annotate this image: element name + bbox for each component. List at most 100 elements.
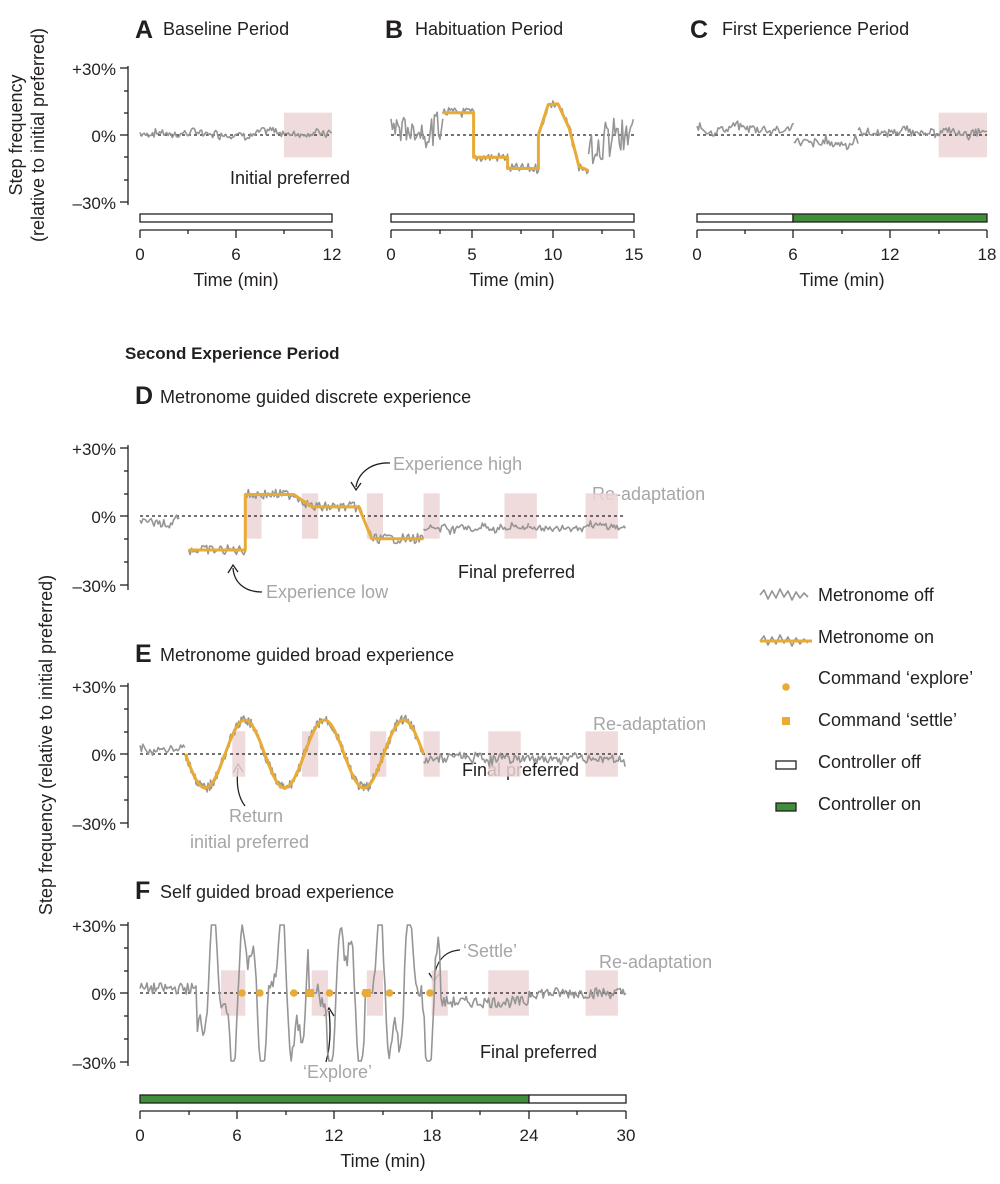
- x-tick-label: 0: [692, 245, 701, 264]
- legend: Metronome off Metronome on Command ‘expl…: [759, 585, 973, 814]
- step-frequency-trace: [390, 111, 444, 149]
- measurement-window: [423, 493, 440, 539]
- panel-c: C First Experience Period: [690, 16, 909, 44]
- panel-b: B Habituation Period: [385, 16, 563, 44]
- controller-on-bar: [139, 1094, 530, 1104]
- x-tick-label: 6: [232, 1126, 241, 1145]
- x-tick-label: 0: [135, 1126, 144, 1145]
- x-tick-label: 18: [978, 245, 997, 264]
- panel-e-title: Metronome guided broad experience: [160, 645, 454, 665]
- x-axis-b: 0 5 10 15 Time (min): [386, 229, 644, 290]
- panel-c-title: First Experience Period: [722, 19, 909, 39]
- annotation-experience-high: Experience high: [393, 454, 522, 474]
- measurement-window: [245, 493, 262, 539]
- legend-label: Metronome off: [818, 585, 935, 605]
- panel-letter-d: D: [135, 382, 153, 410]
- arrow-experience-low: [232, 567, 263, 593]
- measurement-window: [370, 731, 387, 777]
- annotation-initial-preferred: Initial preferred: [230, 168, 350, 188]
- circle-marker-icon: [782, 683, 790, 691]
- step-frequency-trace: [423, 751, 626, 768]
- y-axis-d: +30% 0% –30%: [72, 440, 129, 596]
- step-frequency-trace: [587, 117, 635, 165]
- legend-label: Command ‘settle’: [818, 710, 957, 730]
- x-axis-label: Time (min): [193, 270, 278, 290]
- annotation-experience-low: Experience low: [266, 582, 389, 602]
- x-tick-label: 6: [788, 245, 797, 264]
- square-marker-icon: [782, 717, 790, 725]
- y-tick-label: –30%: [73, 577, 116, 596]
- legend-label: Controller on: [818, 794, 921, 814]
- step-frequency-trace: [139, 924, 627, 1062]
- y-axis-e: +30% 0% –30%: [72, 678, 129, 834]
- step-frequency-trace: [857, 125, 988, 141]
- y-tick-label: 0%: [91, 985, 116, 1004]
- y-tick-label: –30%: [73, 815, 116, 834]
- noisy-trace-icon: [759, 588, 809, 601]
- metronome-guide-line: [188, 493, 424, 552]
- y-axis-f: +30% 0% –30%: [72, 917, 129, 1073]
- panel-f-title: Self guided broad experience: [160, 882, 394, 902]
- y-tick-label: 0%: [91, 746, 116, 765]
- annotation-re-adaptation: Re-adaptation: [593, 714, 706, 734]
- step-frequency-trace: [139, 514, 180, 529]
- x-tick-label: 5: [467, 245, 476, 264]
- annotation-re-adaptation: Re-adaptation: [592, 484, 705, 504]
- command-explore-marker: [238, 989, 246, 997]
- annotation-return: Return: [229, 806, 283, 826]
- panel-d-title: Metronome guided discrete experience: [160, 387, 471, 407]
- arrow-experience-high: [355, 462, 391, 488]
- panel-letter-a: A: [135, 16, 153, 44]
- step-frequency-trace: [528, 520, 627, 533]
- x-tick-label: 24: [520, 1126, 539, 1145]
- x-tick-label: 0: [386, 245, 395, 264]
- y-axis-label-bottom: Step frequency (relative to initial pref…: [36, 575, 56, 915]
- noisy-trace-guided-icon: [759, 634, 809, 647]
- command-explore-marker: [426, 989, 434, 997]
- annotation-final-preferred: Final preferred: [480, 1042, 597, 1062]
- step-frequency-trace: [139, 743, 186, 756]
- annotation-explore: ‘Explore’: [303, 1062, 372, 1082]
- step-frequency-trace: [139, 126, 333, 141]
- panel-b-title: Habituation Period: [415, 19, 563, 39]
- y-axis-label-top-2: (relative to initial preferred): [28, 28, 48, 242]
- panel-letter-c: C: [690, 16, 708, 44]
- y-axis-label-top: Step frequency: [6, 74, 26, 195]
- annotation-settle: ‘Settle’: [463, 941, 517, 961]
- step-frequency-trace: [793, 134, 859, 151]
- x-axis-f: 0 6 12 18 24 30 Time (min): [135, 1110, 635, 1171]
- y-tick-label: +30%: [72, 917, 116, 936]
- controller-on-bar: [792, 213, 988, 223]
- measurement-window: [423, 731, 440, 777]
- panel-a: A Baseline Period: [135, 16, 289, 44]
- x-tick-label: 0: [135, 245, 144, 264]
- green-bar-icon: [775, 802, 797, 812]
- metronome-guide-line: [183, 718, 425, 790]
- x-axis-label: Time (min): [799, 270, 884, 290]
- x-axis-c: 0 6 12 18 Time (min): [692, 229, 997, 290]
- y-tick-label: +30%: [72, 60, 116, 79]
- x-tick-label: 15: [625, 245, 644, 264]
- annotation-final-preferred: Final preferred: [458, 562, 575, 582]
- x-axis-a: 0 6 12 Time (min): [135, 229, 342, 290]
- x-tick-label: 6: [231, 245, 240, 264]
- controller-off-bar: [139, 213, 333, 223]
- legend-label: Command ‘explore’: [818, 668, 973, 688]
- x-tick-label: 12: [323, 245, 342, 264]
- legend-label: Metronome on: [818, 627, 934, 647]
- panel-letter-b: B: [385, 16, 403, 44]
- step-frequency-trace: [184, 714, 424, 793]
- metronome-guide-line: [442, 102, 590, 173]
- legend-label: Controller off: [818, 752, 922, 772]
- arrow-explore: [325, 1010, 331, 1063]
- command-explore-marker: [256, 989, 264, 997]
- step-frequency-trace: [423, 522, 530, 535]
- command-explore-marker: [290, 989, 298, 997]
- x-tick-label: 12: [325, 1126, 344, 1145]
- command-explore-marker: [385, 989, 394, 997]
- white-bar-icon: [775, 760, 797, 770]
- controller-off-bar: [696, 213, 794, 223]
- annotation-initial-preferred-e: initial preferred: [190, 832, 309, 852]
- measurement-window: [488, 731, 521, 777]
